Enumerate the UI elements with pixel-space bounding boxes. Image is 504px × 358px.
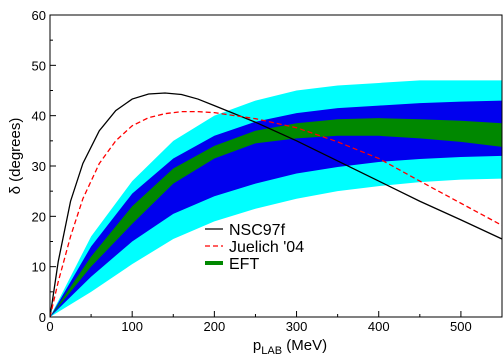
y-tick-label: 50: [32, 58, 46, 73]
series-line-0: [50, 92, 502, 317]
x-axis-label: pLAB (MeV): [253, 337, 327, 357]
legend-label-0: NSC97f: [229, 222, 286, 239]
y-axis-label: δ (degrees): [7, 118, 24, 195]
legend-label-1: Juelich '04: [229, 239, 304, 256]
y-tick-label: 10: [32, 260, 46, 275]
y-tick-label: 30: [32, 159, 46, 174]
x-tick-label: 400: [368, 319, 390, 334]
y-tick-label: 20: [32, 209, 46, 224]
x-tick-label: 0: [46, 319, 53, 334]
band-2: [50, 118, 502, 317]
x-tick-label: 100: [121, 319, 143, 334]
x-tick-label: 300: [286, 319, 308, 334]
y-tick-label: 60: [32, 8, 46, 23]
model-curves: [50, 92, 502, 317]
band-1: [50, 100, 502, 317]
y-tick-label: 0: [39, 310, 46, 325]
tick-labels: 0 100 200 300 400 500 0 10 20 30 40 50 60: [32, 8, 472, 334]
y-tick-label: 40: [32, 109, 46, 124]
uncertainty-bands: [50, 80, 502, 317]
series-line-1: [50, 110, 502, 317]
x-tick-label: 200: [204, 319, 226, 334]
legend-label-2: EFT: [229, 256, 259, 273]
axes: [49, 14, 503, 318]
x-tick-label: 500: [450, 319, 472, 334]
